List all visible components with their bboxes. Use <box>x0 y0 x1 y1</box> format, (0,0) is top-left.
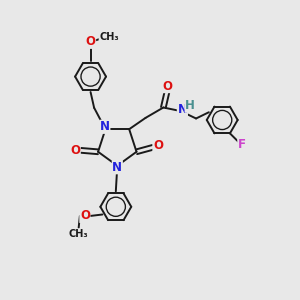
Text: F: F <box>238 138 246 151</box>
Text: N: N <box>112 161 122 174</box>
Text: O: O <box>162 80 172 93</box>
Text: O: O <box>153 139 163 152</box>
Text: N: N <box>100 120 110 133</box>
Text: CH₃: CH₃ <box>99 32 119 42</box>
Text: O: O <box>80 209 90 223</box>
Text: O: O <box>85 35 96 48</box>
Text: CH₃: CH₃ <box>69 229 88 239</box>
Text: O: O <box>70 144 80 157</box>
Text: N: N <box>177 103 188 116</box>
Text: H: H <box>185 99 195 112</box>
